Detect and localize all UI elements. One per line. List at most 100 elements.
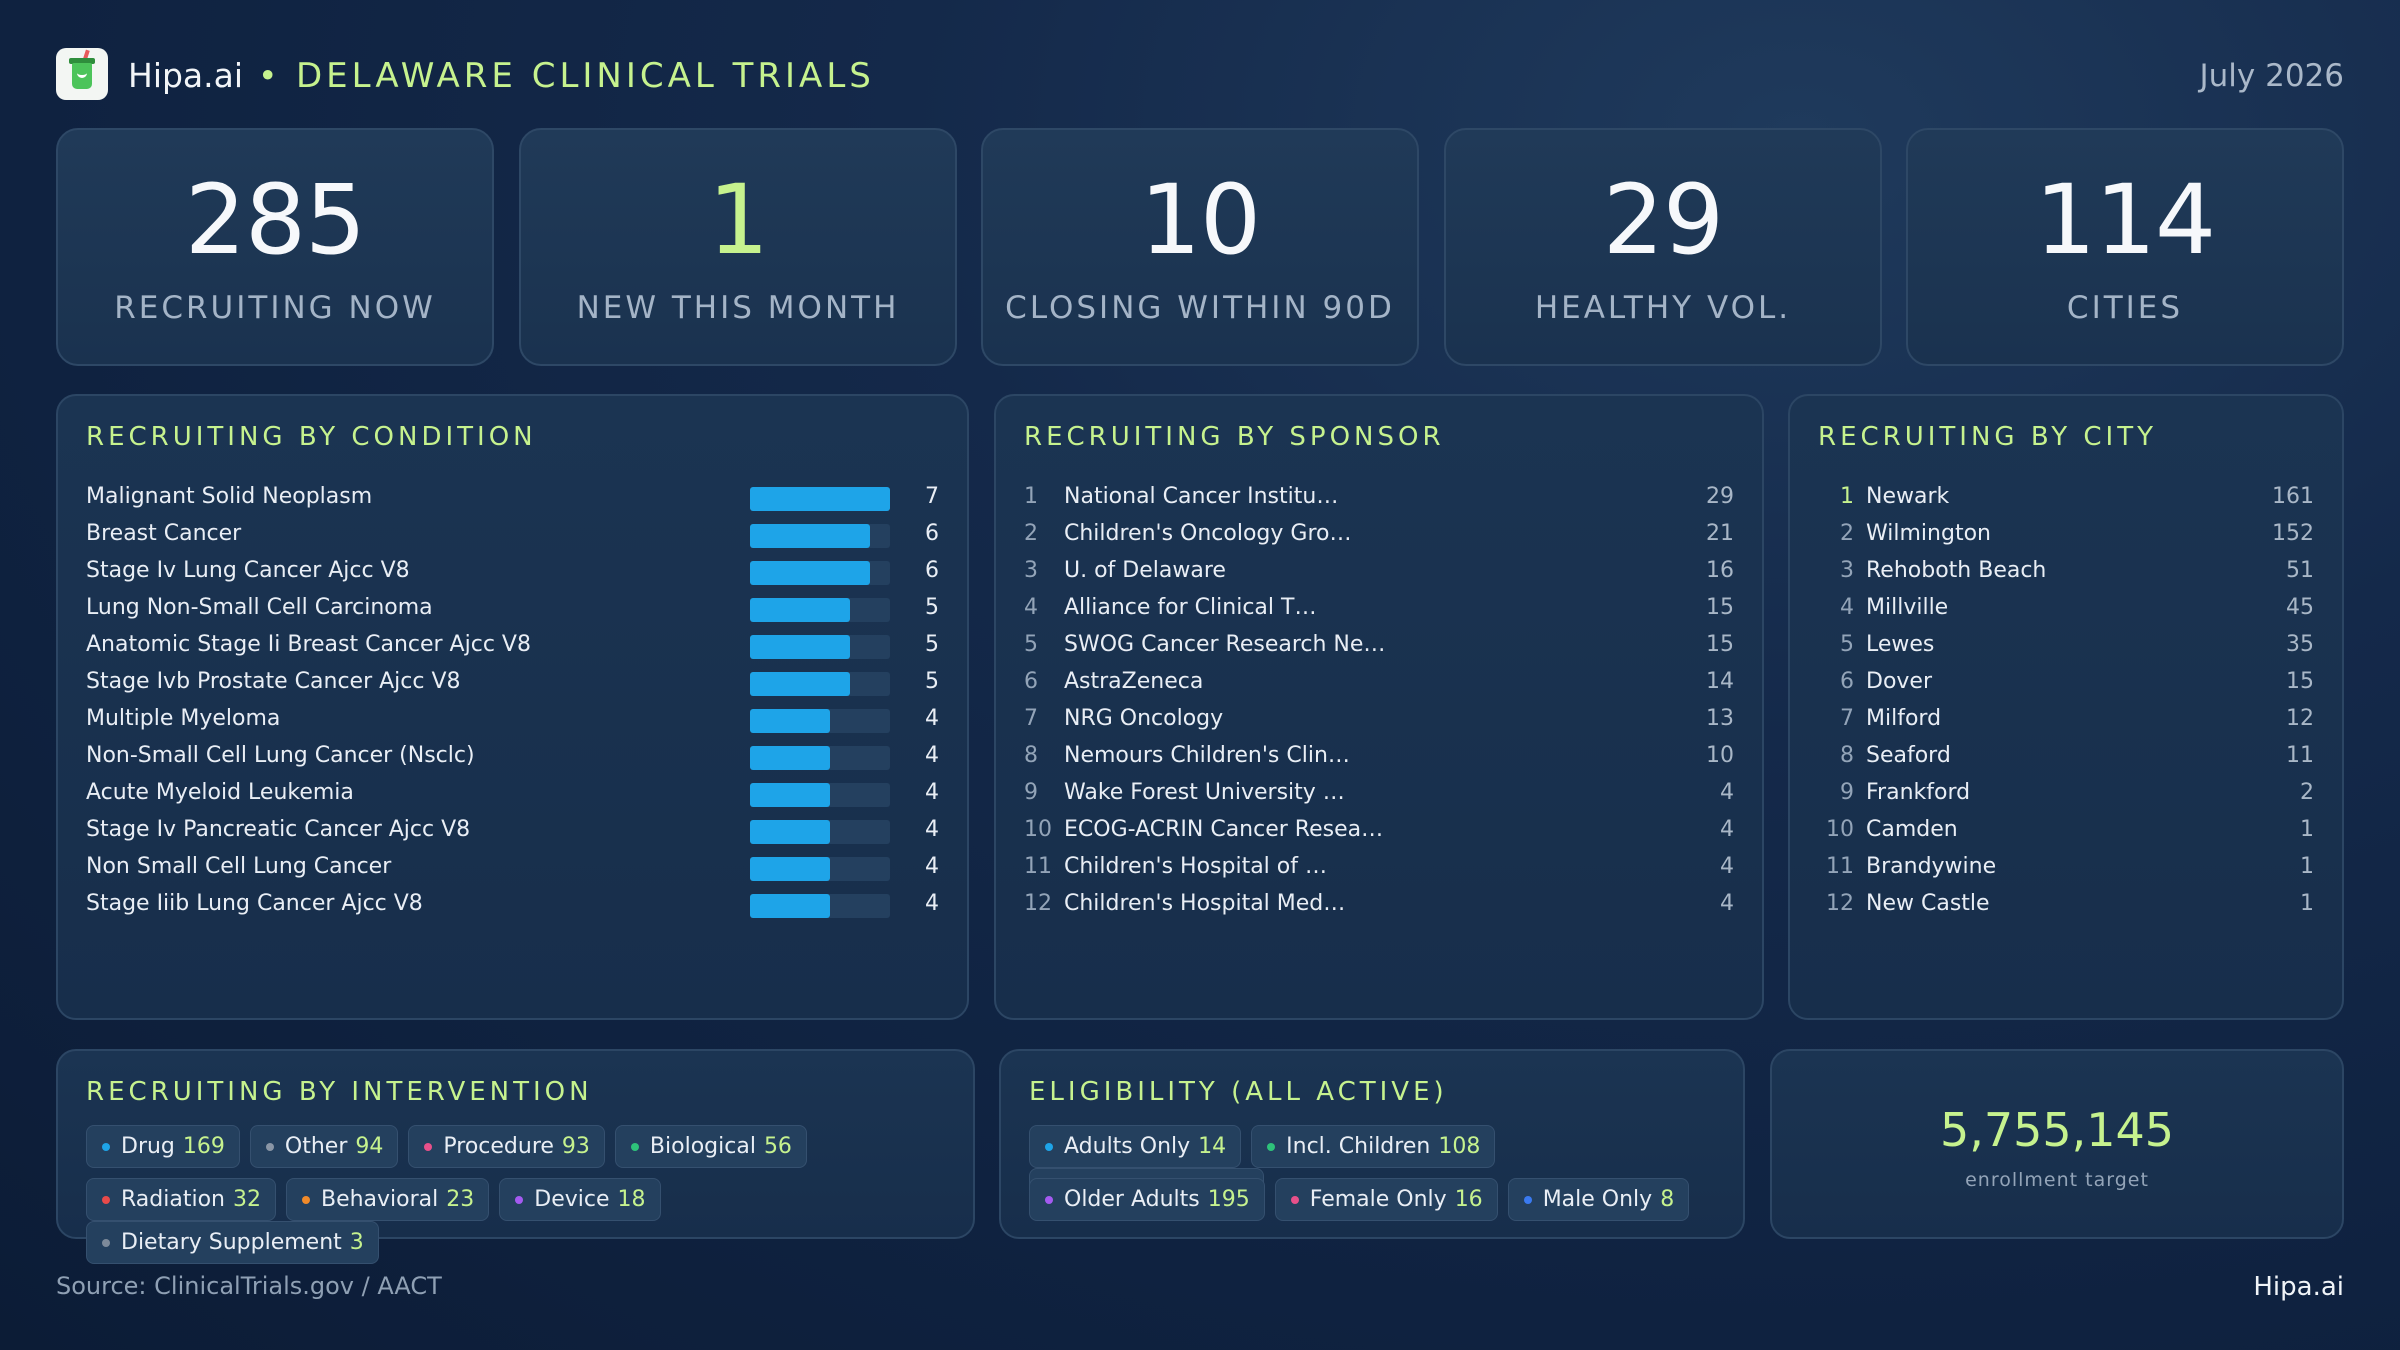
- sponsor-name: Wake Forest University …: [1064, 780, 1345, 805]
- sponsor-name: SWOG Cancer Research Ne…: [1064, 632, 1386, 657]
- condition-name: Stage Iv Pancreatic Cancer Ajcc V8: [86, 817, 471, 842]
- condition-name: Multiple Myeloma: [86, 706, 281, 731]
- title-separator: •: [258, 56, 278, 95]
- city-rank: 7: [1840, 706, 1854, 731]
- city-rank: 5: [1840, 632, 1854, 657]
- condition-name: Non Small Cell Lung Cancer: [86, 854, 392, 879]
- sponsor-count: 4: [1720, 817, 1734, 842]
- city-name: New Castle: [1866, 891, 1990, 916]
- condition-bar-track: [750, 783, 890, 807]
- city-row: 1 Newark 161: [1818, 480, 2314, 517]
- condition-name: Breast Cancer: [86, 521, 242, 546]
- kpi-label: CITIES: [2066, 290, 2184, 326]
- city-count: 51: [2286, 558, 2314, 583]
- city-name: Brandywine: [1866, 854, 1997, 879]
- enrollment-target-label: enrollment target: [1965, 1169, 2149, 1191]
- intervention-chip: Biological 56: [614, 1125, 807, 1168]
- condition-count: 4: [925, 854, 939, 879]
- city-row: 7 Milford 12: [1818, 702, 2314, 739]
- city-rank: 3: [1840, 558, 1854, 583]
- condition-bar: [750, 746, 830, 770]
- condition-name: Acute Myeloid Leukemia: [86, 780, 354, 805]
- intervention-chip-list: Drug 169 Other 94 Procedure 93 Biological 56 Rad…: [86, 1125, 953, 1264]
- condition-count: 5: [925, 595, 939, 620]
- condition-bar: [750, 709, 830, 733]
- condition-count: 4: [925, 706, 939, 731]
- intervention-chip-count: 94: [355, 1134, 384, 1159]
- kpi-value: 29: [1602, 164, 1724, 276]
- condition-name: Non-Small Cell Lung Cancer (Nsclc): [86, 743, 475, 768]
- condition-name: Lung Non-Small Cell Carcinoma: [86, 595, 433, 620]
- city-name: Dover: [1866, 669, 1932, 694]
- legend-dot-icon: [515, 1196, 524, 1204]
- condition-row: Non-Small Cell Lung Cancer (Nsclc) 4: [86, 739, 939, 776]
- sponsor-panel: RECRUITING BY SPONSOR 1 National Cancer I…: [994, 394, 1764, 1020]
- intervention-chip-label: Other: [284, 1134, 348, 1159]
- sponsor-rank: 6: [1024, 669, 1038, 694]
- sponsor-count: 10: [1706, 743, 1734, 768]
- sponsor-count: 16: [1706, 558, 1734, 583]
- sponsor-name: National Cancer Institu…: [1064, 484, 1339, 509]
- sponsor-row: 5 SWOG Cancer Research Ne… 15: [1024, 628, 1734, 665]
- intervention-chip-count: 3: [349, 1230, 364, 1255]
- condition-row: Acute Myeloid Leukemia 4: [86, 776, 939, 813]
- intervention-chip-row: Drug 169 Other 94 Procedure 93 Biological 56: [86, 1125, 953, 1178]
- condition-count: 4: [925, 743, 939, 768]
- city-list: 1 Newark 161 2 Wilmington 152 3 Rehoboth Beach 5…: [1818, 480, 2314, 924]
- legend-dot-icon: [102, 1143, 110, 1151]
- sponsor-name: AstraZeneca: [1064, 669, 1204, 694]
- intervention-chip-row: Radiation 32 Behavioral 23 Device 18 Dietary S…: [86, 1178, 953, 1264]
- condition-bar: [750, 894, 830, 918]
- condition-list: Malignant Solid Neoplasm 7 Breast Cancer 6 S…: [86, 480, 939, 924]
- sponsor-rank: 3: [1024, 558, 1038, 583]
- condition-bar: [750, 487, 890, 511]
- kpi-label: RECRUITING NOW: [114, 290, 436, 326]
- city-rank: 8: [1840, 743, 1854, 768]
- sponsor-name: U. of Delaware: [1064, 558, 1226, 583]
- eligibility-chip-row: Older Adults 195 Female Only 16 Male Only 8: [1029, 1178, 1723, 1231]
- legend-dot-icon: [424, 1143, 433, 1151]
- sponsor-rank: 2: [1024, 521, 1038, 546]
- city-rank: 9: [1840, 780, 1854, 805]
- kpi-label: HEALTHY VOL.: [1534, 290, 1792, 326]
- sponsor-rank: 9: [1024, 780, 1038, 805]
- condition-row: Stage Iiib Lung Cancer Ajcc V8 4: [86, 887, 939, 924]
- condition-bar: [750, 783, 830, 807]
- eligibility-chip: Older Adults 195: [1029, 1178, 1265, 1221]
- condition-row: Stage Iv Lung Cancer Ajcc V8 6: [86, 554, 939, 591]
- intervention-chip-label: Dietary Supplement: [121, 1230, 342, 1255]
- condition-bar-track: [750, 672, 890, 696]
- condition-bar-track: [750, 561, 890, 585]
- intervention-chip: Drug 169: [86, 1125, 240, 1168]
- data-source-note: Source: ClinicalTrials.gov / AACT: [56, 1272, 442, 1300]
- intervention-chip-count: 32: [232, 1187, 261, 1212]
- city-rank: 11: [1826, 854, 1854, 879]
- eligibility-chip-count: 195: [1207, 1187, 1250, 1212]
- panel-title: RECRUITING BY INTERVENTION: [86, 1077, 593, 1107]
- condition-bar-track: [750, 635, 890, 659]
- enrollment-panel: 5,755,145 enrollment target: [1770, 1049, 2344, 1239]
- sponsor-name: Nemours Children's Clin…: [1064, 743, 1350, 768]
- condition-bar-track: [750, 746, 890, 770]
- sponsor-row: 10 ECOG-ACRIN Cancer Resea… 4: [1024, 813, 1734, 850]
- sponsor-name: Children's Oncology Gro…: [1064, 521, 1352, 546]
- city-count: 45: [2286, 595, 2314, 620]
- intervention-chip-label: Drug: [121, 1134, 175, 1159]
- condition-row: Stage Ivb Prostate Cancer Ajcc V8 5: [86, 665, 939, 702]
- kpi-card-recruiting-now: 285 RECRUITING NOW: [56, 128, 494, 366]
- condition-row: Stage Iv Pancreatic Cancer Ajcc V8 4: [86, 813, 939, 850]
- eligibility-chip-count: 16: [1454, 1187, 1483, 1212]
- brand-name: Hipa.ai: [128, 56, 244, 95]
- intervention-chip: Other 94: [249, 1125, 399, 1168]
- sponsor-row: 12 Children's Hospital Med… 4: [1024, 887, 1734, 924]
- city-name: Millville: [1866, 595, 1949, 620]
- condition-count: 4: [925, 780, 939, 805]
- sponsor-row: 2 Children's Oncology Gro… 21: [1024, 517, 1734, 554]
- kpi-card-closing-within-90d: 10 CLOSING WITHIN 90D: [981, 128, 1419, 366]
- city-row: 10 Camden 1: [1818, 813, 2314, 850]
- city-name: Lewes: [1866, 632, 1935, 657]
- panel-title: RECRUITING BY CONDITION: [86, 422, 537, 452]
- condition-count: 5: [925, 632, 939, 657]
- intervention-chip-label: Biological: [649, 1134, 756, 1159]
